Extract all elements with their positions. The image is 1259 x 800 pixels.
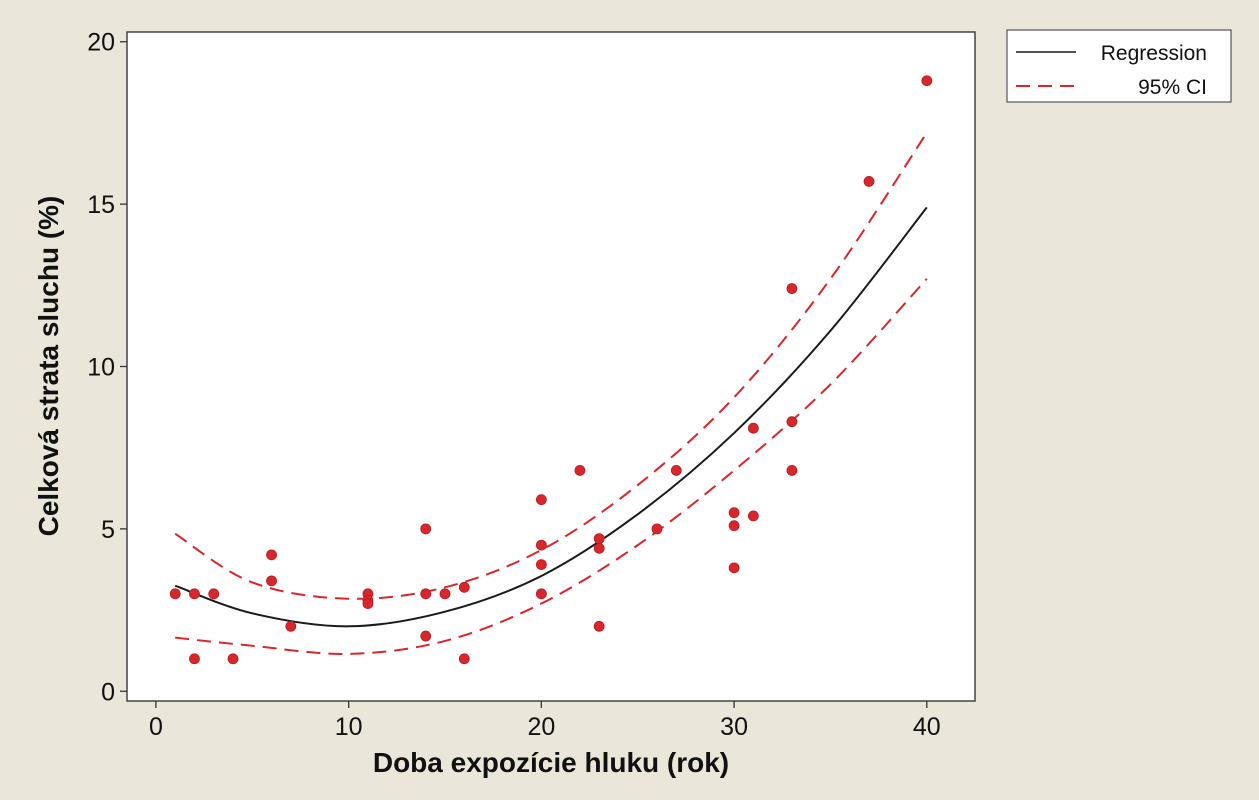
data-point <box>863 175 875 187</box>
x-tick-label: 0 <box>149 713 163 741</box>
data-point <box>786 283 798 294</box>
y-tick-label: 10 <box>87 354 115 382</box>
data-point <box>189 588 200 600</box>
x-tick-label: 10 <box>335 713 363 741</box>
data-point <box>169 588 181 600</box>
legend-regression-label: Regression <box>1101 42 1207 65</box>
y-tick-label: 0 <box>101 678 115 706</box>
data-point <box>747 422 759 434</box>
data-point <box>439 588 451 600</box>
data-point <box>921 75 933 87</box>
ci-upper-line <box>174 132 928 600</box>
x-tick-label: 30 <box>720 713 748 741</box>
data-point <box>728 507 740 519</box>
data-point <box>786 416 798 428</box>
x-tick-label: 40 <box>913 713 941 741</box>
legend: Regression 95% CI <box>1006 29 1232 103</box>
data-point <box>535 494 547 506</box>
plot-area <box>126 31 976 702</box>
data-point <box>728 520 740 532</box>
data-point <box>458 581 470 593</box>
data-point <box>651 523 663 535</box>
data-point <box>285 620 297 632</box>
ci-lower-line <box>175 278 928 655</box>
data-point <box>747 510 759 522</box>
data-points <box>169 75 933 665</box>
data-point <box>362 598 374 609</box>
data-point <box>266 549 277 561</box>
y-tick-label: 5 <box>101 516 115 544</box>
data-point <box>593 620 605 632</box>
y-tick-label: 15 <box>87 191 115 219</box>
data-point <box>728 562 740 574</box>
regression-line <box>174 206 928 628</box>
data-point <box>420 523 432 535</box>
data-point <box>593 542 605 554</box>
x-axis-title: Doba expozície hluku (rok) <box>373 747 729 778</box>
y-tick-label: 20 <box>87 29 115 57</box>
data-point <box>420 630 432 642</box>
legend-box <box>1006 29 1232 103</box>
y-axis-title: Celková strata sluchu (%) <box>33 196 64 537</box>
data-point <box>670 465 682 476</box>
data-point <box>208 588 220 600</box>
data-point <box>420 588 432 600</box>
legend-ci-label: 95% CI <box>1138 76 1207 99</box>
data-point <box>266 575 277 587</box>
data-point <box>786 465 798 476</box>
regression-line-group <box>174 206 928 628</box>
data-point <box>535 588 547 600</box>
data-point <box>189 653 200 665</box>
data-point <box>535 539 547 551</box>
axes: 0 10 20 30 40 0 5 10 15 20 <box>87 29 941 741</box>
data-point <box>593 533 605 545</box>
data-point <box>458 653 470 665</box>
data-point <box>535 559 547 571</box>
x-tick-label: 20 <box>527 713 555 741</box>
data-point <box>574 465 586 476</box>
ci-band-lines <box>174 132 928 655</box>
data-point <box>227 653 239 665</box>
